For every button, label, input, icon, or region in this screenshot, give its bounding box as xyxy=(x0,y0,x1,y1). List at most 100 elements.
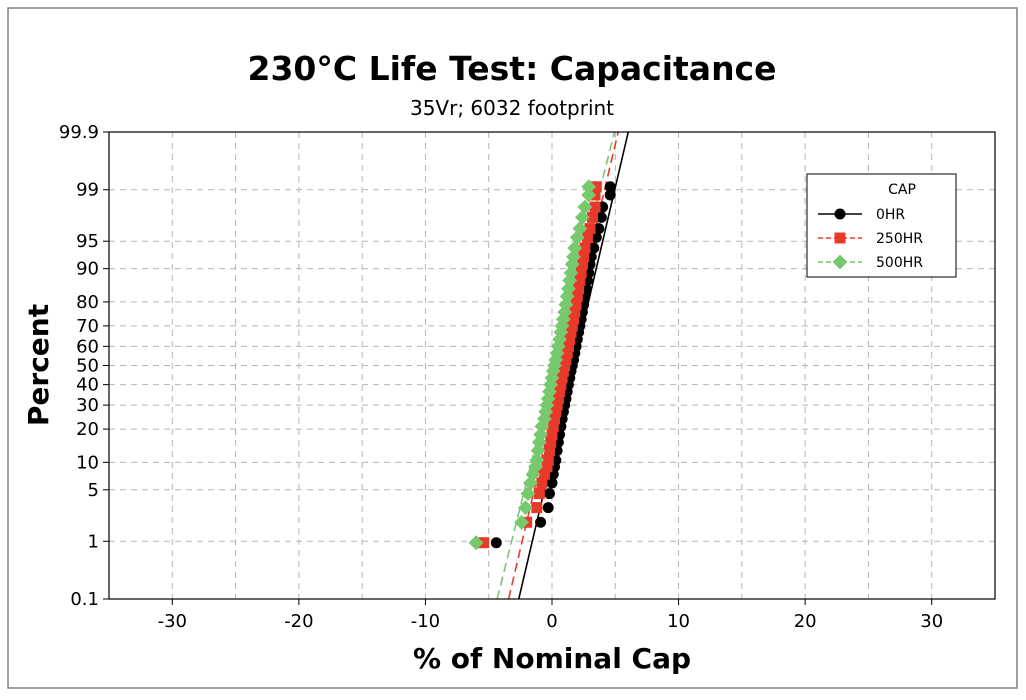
point-250hr xyxy=(579,242,591,254)
point-500hr xyxy=(530,443,546,459)
point-250hr xyxy=(547,420,559,432)
series-500hr xyxy=(468,179,597,551)
point-250hr xyxy=(550,406,562,418)
point-250hr xyxy=(565,326,577,338)
point-250hr xyxy=(578,251,590,263)
point-250hr xyxy=(574,274,586,286)
point-0hr xyxy=(604,181,616,193)
point-500hr xyxy=(581,187,597,203)
point-250hr xyxy=(531,502,543,514)
x-tick-label: 20 xyxy=(794,611,817,632)
point-250hr xyxy=(571,290,583,302)
y-tick-label: 70 xyxy=(76,316,99,337)
point-500hr xyxy=(525,466,541,482)
point-250hr xyxy=(551,399,563,411)
legend-marker-500hr xyxy=(832,254,848,270)
x-tick-label: 0 xyxy=(546,611,557,632)
y-tick-label: 50 xyxy=(76,356,99,377)
point-500hr xyxy=(581,179,597,195)
y-tick-label: 80 xyxy=(76,292,99,313)
point-500hr xyxy=(553,324,569,340)
point-500hr xyxy=(558,297,574,312)
figure-border xyxy=(7,7,1018,689)
point-500hr xyxy=(529,452,545,468)
y-tick-label: 10 xyxy=(76,452,99,473)
point-250hr xyxy=(559,360,571,371)
point-0hr xyxy=(542,502,554,514)
y-tick-label: 30 xyxy=(76,395,99,416)
point-250hr xyxy=(589,201,601,213)
point-500hr xyxy=(539,397,555,413)
point-500hr xyxy=(563,265,579,281)
point-500hr xyxy=(514,514,530,530)
legend-title: CAP xyxy=(888,182,916,198)
x-tick-label: -20 xyxy=(284,611,313,632)
point-500hr xyxy=(534,419,550,434)
series-250hr xyxy=(478,181,602,549)
point-500hr xyxy=(567,240,583,256)
y-tick-label: 0.1 xyxy=(70,589,99,610)
point-0hr xyxy=(490,537,502,549)
point-250hr xyxy=(556,372,568,384)
point-250hr xyxy=(557,365,569,377)
y-tick-label: 99.9 xyxy=(59,122,99,143)
legend-label-500hr: 500HR xyxy=(876,255,923,271)
point-250hr xyxy=(590,181,602,193)
point-500hr xyxy=(550,338,566,354)
point-250hr xyxy=(561,347,573,359)
point-0hr xyxy=(546,477,558,489)
point-250hr xyxy=(546,429,558,441)
chart-title: 230°C Life Test: Capacitance xyxy=(248,49,777,88)
point-250hr xyxy=(568,313,580,325)
point-500hr xyxy=(566,249,581,265)
point-250hr xyxy=(575,267,587,279)
point-500hr xyxy=(549,345,565,361)
axis-ticks: -30 -20 -10 0 10 20 300.1151020304050607080909… xyxy=(59,122,943,632)
point-250hr xyxy=(545,436,557,448)
point-500hr xyxy=(468,535,484,551)
legend-box xyxy=(806,173,957,278)
point-250hr xyxy=(478,537,490,549)
point-500hr xyxy=(520,486,536,502)
x-tick-label: -30 xyxy=(158,611,187,632)
point-250hr xyxy=(536,477,548,489)
y-tick-label: 1 xyxy=(88,531,99,552)
data-points xyxy=(468,179,616,551)
point-250hr xyxy=(576,258,588,270)
x-axis-label: % of Nominal Cap xyxy=(413,642,691,675)
point-0hr xyxy=(593,223,605,235)
point-500hr xyxy=(517,500,533,516)
point-250hr xyxy=(541,461,553,473)
legend-marker-0hr xyxy=(834,208,846,220)
point-250hr xyxy=(543,445,555,457)
point-250hr xyxy=(554,386,566,398)
y-axis-label: Percent xyxy=(22,304,55,426)
point-500hr xyxy=(544,370,560,386)
point-0hr xyxy=(595,211,607,223)
legend-label-0hr: 0HR xyxy=(876,207,905,223)
legend-marker-250hr xyxy=(834,232,846,244)
x-tick-label: 10 xyxy=(667,611,690,632)
plot-area-frame xyxy=(108,131,996,600)
point-250hr xyxy=(562,340,574,352)
point-250hr xyxy=(555,379,567,391)
point-250hr xyxy=(584,223,596,235)
point-250hr xyxy=(542,454,554,466)
y-tick-label: 95 xyxy=(76,231,99,252)
x-tick-label: 30 xyxy=(920,611,943,632)
point-0hr xyxy=(588,242,600,254)
point-0hr xyxy=(604,189,616,201)
point-250hr xyxy=(533,488,545,500)
point-250hr xyxy=(552,393,564,405)
point-0hr xyxy=(535,516,547,528)
point-500hr xyxy=(554,318,570,334)
point-250hr xyxy=(581,231,593,243)
legend-label-250hr: 250HR xyxy=(876,231,923,247)
point-250hr xyxy=(570,299,582,311)
y-tick-label: 20 xyxy=(76,419,99,440)
y-tick-label: 90 xyxy=(76,259,99,280)
point-250hr xyxy=(560,354,572,366)
point-250hr xyxy=(587,211,599,223)
y-tick-label: 40 xyxy=(76,375,99,396)
